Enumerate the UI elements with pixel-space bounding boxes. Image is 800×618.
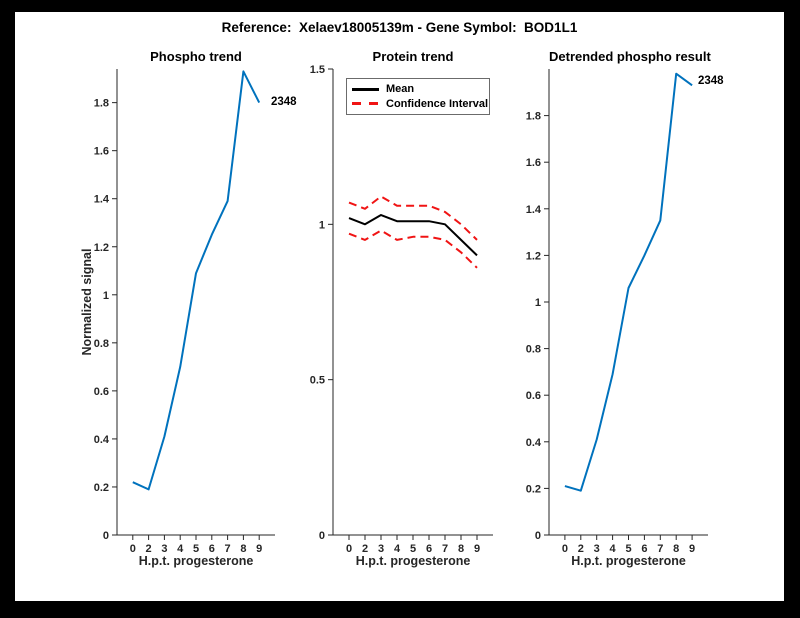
x-tick-label: 7	[225, 543, 231, 555]
figure-canvas: Reference: Xelaev18005139m - Gene Symbol…	[15, 12, 784, 601]
x-tick-label: 5	[193, 543, 199, 555]
y-tick-label: 1.8	[94, 98, 109, 110]
phospho-trend-axes	[112, 69, 275, 540]
y-tick-label: 1.4	[94, 194, 110, 206]
series-end-label-detrended: 2348	[698, 75, 724, 87]
y-tick-label: 1.8	[526, 111, 541, 123]
legend-item-confidence-interval: Confidence Interval	[352, 98, 488, 110]
subplot-title-protein: Protein trend	[372, 49, 454, 64]
x-tick-label: 0	[562, 543, 568, 555]
x-tick-label: 6	[641, 543, 647, 555]
y-tick-label: 1.5	[310, 64, 325, 76]
y-tick-label: 0	[535, 530, 541, 542]
x-tick-label: 8	[458, 543, 464, 555]
y-tick-label: 1	[535, 297, 541, 309]
legend-label-confidence-interval: Confidence Interval	[386, 97, 489, 110]
y-tick-label: 0.2	[94, 482, 109, 494]
x-tick-label: 3	[161, 543, 167, 555]
x-tick-label: 3	[378, 543, 384, 555]
legend-item-mean: Mean	[352, 83, 483, 95]
x-tick-label: 2	[362, 543, 368, 555]
series-confidence-interval-upper	[348, 195, 478, 241]
y-tick-label: 0	[103, 530, 109, 542]
x-tick-label: 7	[442, 543, 448, 555]
subplot-title-phospho: Phospho trend	[150, 49, 242, 64]
y-axis-label: Normalized signal	[80, 248, 94, 356]
x-tick-label: 0	[130, 543, 136, 555]
legend-label-mean: Mean	[386, 83, 415, 96]
x-tick-label: 0	[346, 543, 352, 555]
x-tick-label: 8	[240, 543, 246, 555]
x-tick-label: 9	[474, 543, 480, 555]
x-tick-label: 3	[594, 543, 600, 555]
x-tick-label: 5	[410, 543, 416, 555]
series-mean	[348, 214, 478, 257]
x-tick-label: 4	[394, 543, 401, 555]
y-tick-label: 1.2	[94, 242, 109, 254]
y-tick-label: 0.2	[526, 483, 541, 495]
x-tick-label: 4	[610, 543, 617, 555]
protein-trend-axes	[328, 68, 493, 540]
y-tick-label: 1	[103, 290, 109, 302]
y-tick-label: 0.5	[310, 375, 325, 387]
x-tick-label: 2	[578, 543, 584, 555]
phospho-trend-plot: 00.20.40.60.811.21.41.61.80 2 3 4 5 6 7 8 9	[94, 69, 275, 555]
series-end-label-phospho: 2348	[271, 96, 297, 108]
x-tick-label: 9	[256, 543, 262, 555]
x-tick-label: 7	[657, 543, 663, 555]
series-phospho-2348	[132, 70, 261, 491]
x-tick-label: 2	[146, 543, 152, 555]
confidence-interval-line-icon	[352, 102, 379, 105]
x-tick-label: 8	[673, 543, 679, 555]
y-tick-label: 0.4	[526, 437, 542, 449]
x-axis-label-protein: H.p.t. progesterone	[355, 554, 471, 568]
y-tick-label: 0.8	[526, 344, 541, 356]
series-confidence-interval-lower	[348, 229, 478, 269]
y-tick-label: 1	[319, 219, 325, 231]
detrended-phospho-plot: 00.20.40.60.811.21.41.61.80 2 3 4 5 6 7 8 9	[526, 69, 708, 555]
y-tick-label: 0	[319, 530, 325, 542]
x-tick-label: 5	[625, 543, 631, 555]
detrended-phospho-result-axes	[544, 69, 708, 540]
y-tick-label: 0.4	[94, 434, 110, 446]
protein-trend-plot: 00.511.50 2 3 4 5 6 7 8 9	[310, 64, 493, 555]
y-tick-label: 1.6	[526, 157, 541, 169]
y-tick-label: 0.6	[526, 390, 541, 402]
mean-line-icon	[352, 88, 379, 91]
figure-title: Reference: Xelaev18005139m - Gene Symbol…	[221, 20, 578, 35]
y-tick-label: 1.6	[94, 146, 109, 158]
x-tick-label: 9	[689, 543, 695, 555]
series-detrended-phospho-2348	[564, 72, 693, 492]
x-tick-label: 6	[426, 543, 432, 555]
legend: Mean Confidence Interval	[346, 78, 490, 115]
x-axis-label-detrended: H.p.t. progesterone	[571, 554, 686, 568]
x-tick-label: 6	[209, 543, 215, 555]
x-tick-label: 4	[177, 543, 184, 555]
x-axis-label-phospho: H.p.t. progesterone	[138, 554, 254, 568]
y-tick-label: 1.4	[526, 204, 542, 216]
y-tick-label: 1.2	[526, 250, 541, 262]
y-tick-label: 0.8	[94, 338, 109, 350]
subplot-title-detrended: Detrended phospho result	[549, 49, 711, 64]
y-tick-label: 0.6	[94, 386, 109, 398]
